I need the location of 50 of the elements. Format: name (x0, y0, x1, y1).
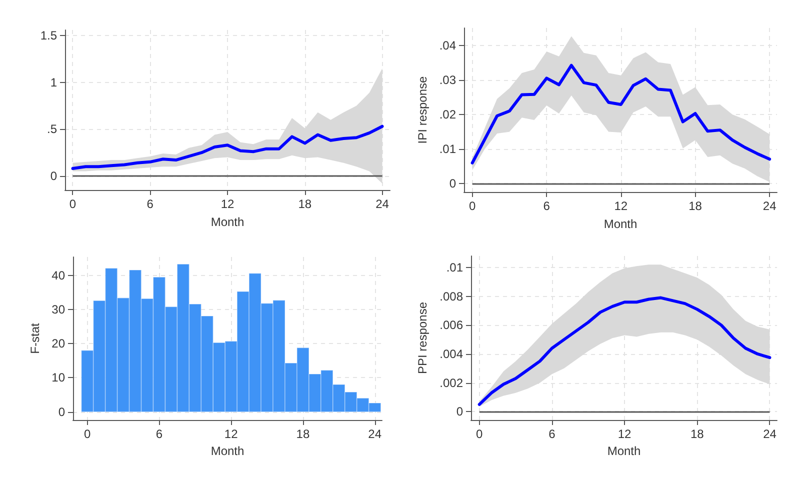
y-tick-label: .002 (440, 376, 464, 390)
x-tick-label: 0 (84, 427, 92, 441)
x-axis-title: Month (607, 444, 641, 458)
x-tick-label: 0 (468, 199, 476, 213)
y-tick-label: .008 (440, 289, 464, 304)
x-tick-label: 18 (690, 427, 704, 441)
x-tick-label: 24 (376, 197, 390, 211)
x-tick-label: 0 (69, 197, 76, 211)
x-tick-label: 12 (614, 199, 628, 213)
x-axis-title: Month (604, 217, 638, 231)
x-axis-title: Month (210, 444, 244, 458)
line-series (478, 296, 772, 406)
y-tick-label: 40 (52, 268, 66, 282)
y-tick-label: .004 (440, 346, 464, 361)
y-axis-title: IPI response (415, 76, 430, 144)
y-tick-label: .01 (439, 142, 456, 156)
x-tick-label: 12 (220, 197, 234, 211)
y-tick-label: 0 (456, 404, 464, 419)
y-tick-label: .006 (440, 318, 464, 332)
y-axis-title: F-stat (28, 322, 42, 354)
x-tick-label: 6 (543, 199, 550, 213)
y-tick-label: .03 (439, 72, 456, 87)
line-series (470, 64, 772, 164)
x-tick-label: 12 (618, 427, 632, 441)
y-tick-label: .02 (439, 108, 456, 122)
x-tick-label: 18 (688, 199, 702, 213)
x-tick-label: 18 (296, 427, 310, 441)
y-tick-label: 0 (58, 404, 66, 419)
x-tick-label: 12 (224, 427, 238, 441)
x-tick-label: 24 (368, 427, 382, 441)
x-tick-label: 18 (298, 197, 312, 211)
y-tick-label: 0 (50, 168, 58, 183)
y-tick-label: 30 (52, 302, 66, 317)
y-tick-label: .5 (46, 122, 58, 136)
x-tick-label: 6 (146, 197, 154, 211)
y-tick-label: .01 (446, 260, 464, 275)
y-tick-label: 1 (50, 75, 58, 90)
x-axis-title: Month (210, 215, 244, 229)
x-tick-label: 24 (763, 427, 777, 441)
x-tick-label: 6 (548, 427, 556, 441)
y-tick-label: 10 (52, 370, 66, 385)
y-tick-label: 20 (52, 336, 66, 351)
x-tick-label: 6 (156, 427, 163, 441)
line-series (71, 124, 384, 170)
x-tick-label: 24 (762, 199, 777, 213)
y-tick-label: 0 (449, 176, 456, 191)
y-tick-label: 1.5 (40, 28, 58, 43)
y-axis-title: PPI response (416, 302, 430, 374)
x-tick-label: 0 (476, 427, 484, 441)
y-tick-label: .04 (439, 38, 456, 52)
